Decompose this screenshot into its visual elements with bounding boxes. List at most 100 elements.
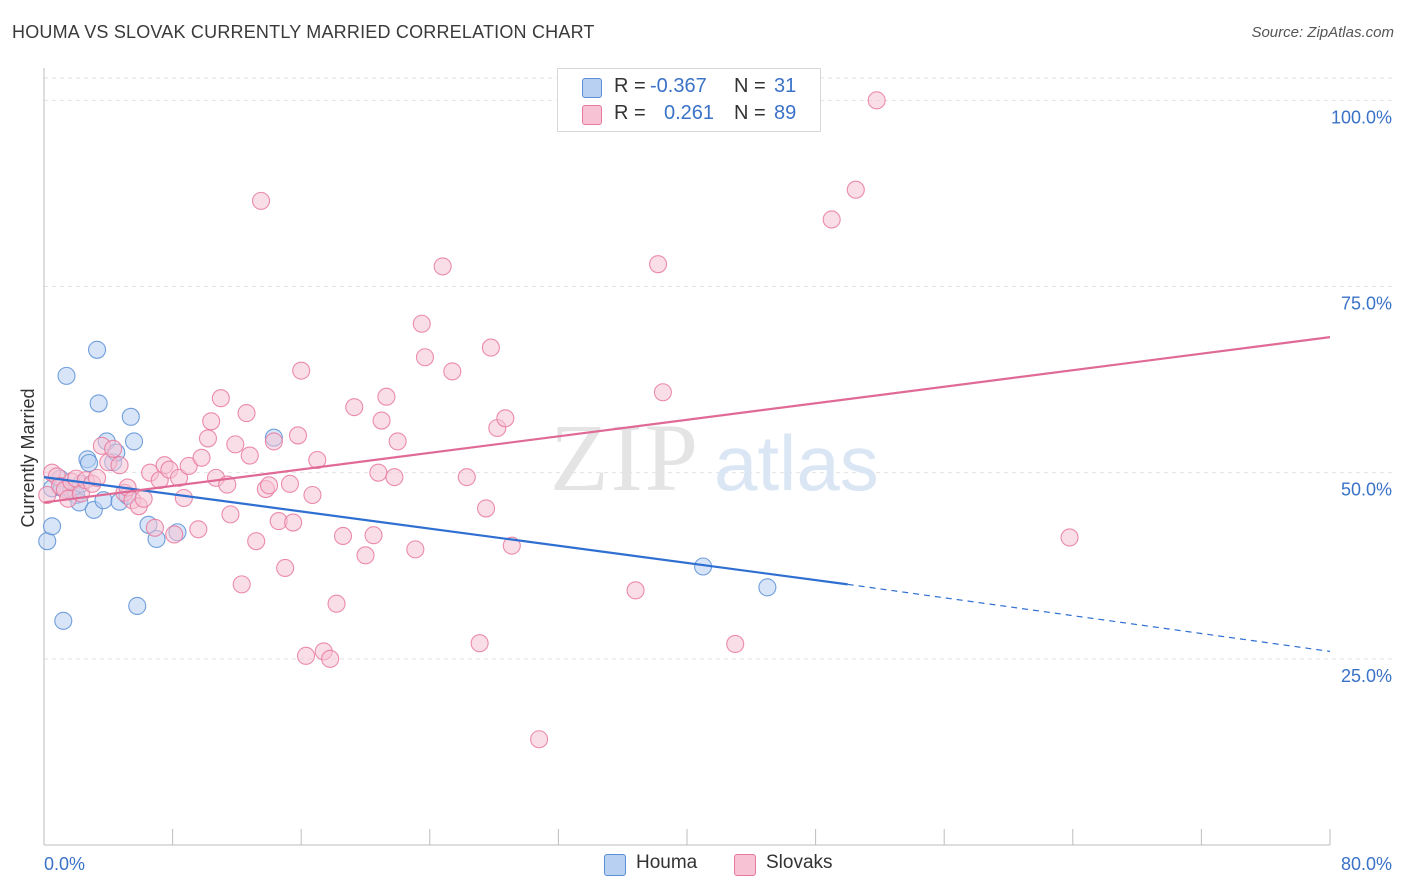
slovak-point xyxy=(457,468,476,487)
legend-n-value: 89 xyxy=(774,102,797,124)
slovak-point xyxy=(189,520,208,539)
legend-r-value: -0.367 xyxy=(650,75,707,97)
legend-r-label: R = xyxy=(614,75,646,97)
x-tick-label-right: 80.0% xyxy=(1341,854,1392,874)
houma-trend-extension xyxy=(847,583,1331,652)
slovak-point xyxy=(240,446,259,465)
slovak-point xyxy=(443,362,462,381)
slovak-point xyxy=(477,499,496,518)
legend-swatch-houma xyxy=(582,78,602,98)
slovak-point xyxy=(433,257,452,276)
slovak-point xyxy=(308,450,327,470)
slovak-point xyxy=(406,540,425,559)
slovak-point xyxy=(134,489,153,508)
slovak-point xyxy=(502,536,521,555)
slovak-point xyxy=(345,398,364,417)
slovak-point xyxy=(264,432,283,451)
legend-swatch-slovak xyxy=(582,105,602,125)
trend-layer xyxy=(43,336,1331,652)
slovak-point xyxy=(38,485,57,505)
slovak-point xyxy=(284,513,303,532)
slovak-point xyxy=(237,404,256,423)
slovak-point xyxy=(221,505,240,524)
slovak-point xyxy=(385,468,404,487)
slovak-point xyxy=(169,468,189,487)
slovak-point xyxy=(377,387,396,406)
slovak-point xyxy=(470,634,489,653)
slovak-point xyxy=(822,210,841,229)
slovak-point xyxy=(867,91,886,110)
slovak-point xyxy=(388,432,407,451)
slovak-point xyxy=(415,348,435,367)
chart-title: HOUMA VS SLOVAK CURRENTLY MARRIED CORREL… xyxy=(12,22,595,42)
houma-point xyxy=(128,596,147,616)
slovak-point xyxy=(211,389,230,408)
slovak-point xyxy=(1060,528,1079,547)
bottom-legend-swatch-slovak xyxy=(734,854,756,876)
slovak-point xyxy=(649,255,668,274)
houma-point xyxy=(79,453,99,473)
slovak-point xyxy=(296,646,316,665)
slovak-point xyxy=(276,558,295,578)
slovak-point xyxy=(251,191,271,210)
grid-layer xyxy=(44,77,1392,660)
slovak-point xyxy=(292,361,311,380)
houma-point xyxy=(57,366,76,385)
slovak-point xyxy=(530,730,549,749)
y-axis-label: Currently Married xyxy=(18,388,38,527)
bottom-legend-label-houma: Houma xyxy=(636,852,698,873)
y-tick-label: 25.0% xyxy=(1341,666,1392,686)
source-label: Source: ZipAtlas.com xyxy=(1251,24,1394,41)
houma-point xyxy=(124,432,144,451)
slovak-point xyxy=(846,180,865,199)
houma-point xyxy=(89,394,108,413)
houma-point xyxy=(87,340,107,359)
label-layer: 100.0% 75.0% 50.0% 25.0% 0.0% 80.0% Currently … xyxy=(18,107,1392,874)
houma-point xyxy=(121,407,140,426)
legend-r-label: R = xyxy=(614,102,646,124)
slovak-point xyxy=(145,518,164,537)
slovak-point xyxy=(626,581,645,600)
slovak-point xyxy=(174,488,193,508)
bottom-legend-swatch-houma xyxy=(604,854,626,876)
legend-r-value: 0.261 xyxy=(664,102,715,124)
slovak-point xyxy=(165,525,184,544)
points-layer xyxy=(38,91,1079,749)
houma-point xyxy=(758,578,777,597)
slovak-point xyxy=(110,456,129,475)
slovak-point xyxy=(179,456,198,476)
slovak-point xyxy=(303,485,322,505)
slovak-point xyxy=(364,526,383,545)
houma-point xyxy=(54,611,73,630)
legend-n-label: N = xyxy=(734,75,766,97)
slovak-point xyxy=(356,546,375,565)
slovak-trend-line xyxy=(43,336,1331,504)
slovak-point xyxy=(288,426,308,445)
slovak-point xyxy=(412,314,431,333)
slovak-point xyxy=(481,338,500,357)
slovak-point xyxy=(369,463,388,482)
bottom-legend-label-slovak: Slovaks xyxy=(766,852,833,873)
slovak-point xyxy=(321,649,340,668)
watermark: ZIP atlas xyxy=(550,404,879,511)
slovak-point xyxy=(726,634,745,653)
slovak-point xyxy=(372,411,391,430)
houma-point xyxy=(42,517,62,536)
y-tick-label: 100.0% xyxy=(1331,107,1392,127)
houma-trend-line xyxy=(43,476,848,586)
slovak-point xyxy=(247,532,266,551)
y-tick-label: 50.0% xyxy=(1341,480,1392,500)
slovak-point xyxy=(198,429,218,448)
slovak-point xyxy=(192,448,211,467)
slovak-point xyxy=(226,435,245,454)
correlation-legend: R = -0.367 N = 31 R = 0.261 N = 89 xyxy=(557,68,821,132)
slovak-point xyxy=(232,575,251,594)
y-tick-label: 75.0% xyxy=(1341,294,1392,314)
slovak-point xyxy=(496,409,515,428)
legend-n-value: 31 xyxy=(774,75,797,97)
x-tick-label-left: 0.0% xyxy=(44,854,85,874)
slovak-point xyxy=(202,412,221,431)
slovak-point xyxy=(87,468,107,487)
slovak-point xyxy=(280,474,299,493)
